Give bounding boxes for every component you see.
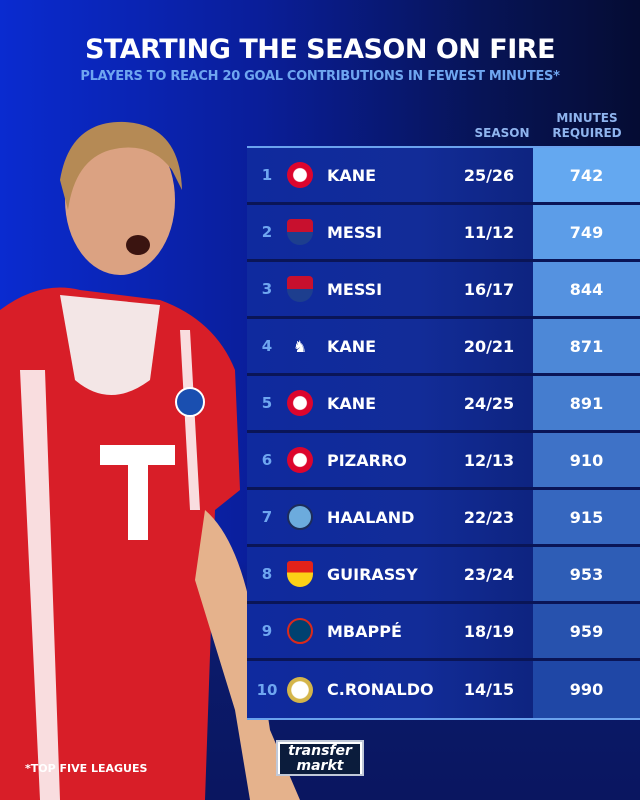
page-subtitle: PLAYERS TO REACH 20 GOAL CONTRIBUTIONS I…: [80, 69, 560, 84]
rank: 3: [261, 280, 273, 298]
player-name: MBAPPÉ: [327, 621, 402, 641]
minutes-required: 953: [533, 547, 640, 601]
rank: 10: [256, 680, 278, 699]
minutes-required: 915: [533, 490, 640, 544]
player-name: KANE: [327, 165, 377, 185]
table-row: 2 MESSI 11/12 749: [247, 205, 640, 262]
table-row: 3 MESSI 16/17 844: [247, 262, 640, 319]
minutes-required: 871: [533, 319, 640, 373]
player-name: PIZARRO: [327, 450, 407, 470]
page-title: STARTING THE SEASON ON FIRE: [84, 34, 556, 65]
man-city-crest-icon: [287, 504, 313, 530]
table-row: 6 PIZARRO 12/13 910: [247, 433, 640, 490]
rank: 4: [261, 337, 273, 355]
row-main: 6 PIZARRO 12/13: [247, 433, 533, 487]
row-main: 5 KANE 24/25: [247, 376, 533, 430]
season: 14/15: [463, 680, 515, 699]
rank: 6: [261, 451, 273, 469]
real-madrid-crest-icon: [287, 676, 313, 703]
player-name: MESSI: [327, 279, 383, 299]
player-name: C.RONALDO: [327, 680, 434, 699]
season: 12/13: [463, 450, 515, 470]
table-row: 8 GUIRASSY 23/24 953: [247, 547, 640, 604]
minutes-required: 959: [533, 604, 640, 658]
barcelona-crest-icon: [287, 276, 313, 302]
table-row: 7 HAALAND 22/23 915: [247, 490, 640, 547]
season: 18/19: [463, 621, 515, 641]
rank: 2: [261, 223, 273, 241]
player-name: KANE: [327, 336, 377, 356]
row-main: 1 KANE 25/26: [247, 148, 533, 202]
minutes-required: 844: [533, 262, 640, 316]
bayern-crest-icon: [287, 162, 313, 188]
footnote: *TOP FIVE LEAGUES: [25, 762, 148, 775]
table-row: 1 KANE 25/26 742: [247, 148, 640, 205]
row-main: 8 GUIRASSY 23/24: [247, 547, 533, 601]
minutes-required: 891: [533, 376, 640, 430]
player-name: KANE: [327, 393, 377, 413]
row-main: 10 C.RONALDO 14/15: [247, 661, 533, 718]
season: 24/25: [463, 393, 515, 413]
player-name: MESSI: [327, 222, 383, 242]
season: 22/23: [463, 507, 515, 527]
transfermarkt-logo: transfer markt: [276, 740, 364, 776]
bayern-crest-icon: [287, 447, 313, 473]
row-main: 7 HAALAND 22/23: [247, 490, 533, 544]
season: 25/26: [463, 165, 515, 185]
minutes-header-line2: REQUIRED: [552, 126, 622, 140]
minutes-header: MINUTES REQUIRED: [540, 111, 634, 141]
player-name: HAALAND: [327, 507, 415, 527]
season: 20/21: [463, 336, 515, 356]
minutes-required: 742: [533, 148, 640, 202]
table-row: 10 C.RONALDO 14/15 990: [247, 661, 640, 718]
ranking-table: 1 KANE 25/26 742 2 MESSI 11/12 749 3 MES…: [247, 146, 640, 720]
row-main: 2 MESSI 11/12: [247, 205, 533, 259]
rank: 9: [261, 622, 273, 640]
player-name: GUIRASSY: [327, 564, 418, 584]
rank: 5: [261, 394, 273, 412]
logo-line2: markt: [280, 759, 360, 774]
rank: 1: [261, 166, 273, 184]
row-main: 9 MBAPPÉ 18/19: [247, 604, 533, 658]
tottenham-crest-icon: ♞: [292, 336, 308, 356]
logo-line1: transfer: [280, 744, 360, 759]
psg-crest-icon: [287, 618, 313, 644]
season-header: SEASON: [474, 126, 530, 140]
row-main: 4 ♞ KANE 20/21: [247, 319, 533, 373]
table-row: 5 KANE 24/25 891: [247, 376, 640, 433]
row-main: 3 MESSI 16/17: [247, 262, 533, 316]
season: 23/24: [463, 564, 515, 584]
minutes-header-line1: MINUTES: [556, 111, 618, 125]
rank: 7: [261, 508, 273, 526]
barcelona-crest-icon: [287, 219, 313, 245]
rank: 8: [261, 565, 273, 583]
minutes-required: 990: [533, 661, 640, 718]
season: 11/12: [463, 222, 515, 242]
table-row: 9 MBAPPÉ 18/19 959: [247, 604, 640, 661]
minutes-required: 910: [533, 433, 640, 487]
season: 16/17: [463, 279, 515, 299]
stuttgart-crest-icon: [287, 561, 313, 587]
table-row: 4 ♞ KANE 20/21 871: [247, 319, 640, 376]
minutes-required: 749: [533, 205, 640, 259]
bayern-crest-icon: [287, 390, 313, 416]
